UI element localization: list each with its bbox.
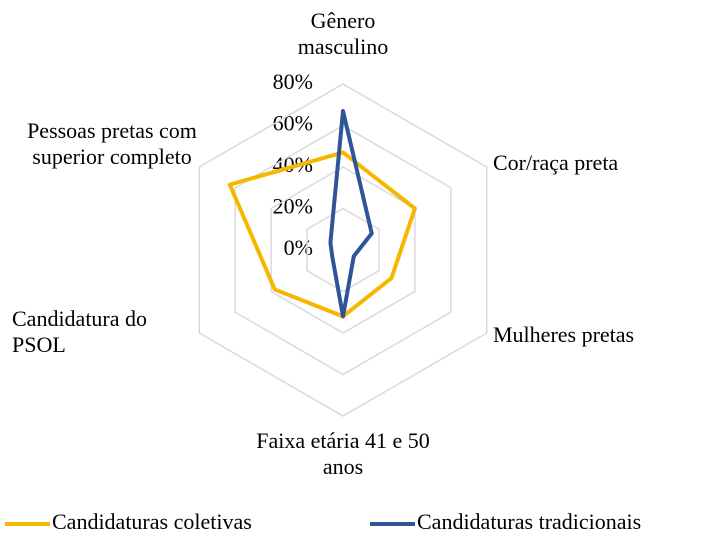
category-label: Pessoas pretas com superior completo [27,118,197,169]
grid-ring [306,207,380,293]
y-tick-label: 20% [273,194,313,219]
category-label: Gênero masculino [297,8,389,59]
legend-label: Candidaturas tradicionais [417,509,641,534]
y-tick-label: 60% [273,111,313,136]
category-label: Faixa etária 41 e 50 anos [256,428,430,479]
series-line [328,108,374,319]
series-line [227,150,417,319]
grid-ring [234,124,452,376]
y-tick-label: 80% [273,69,313,94]
category-label: Candidatura do PSOL [12,306,148,357]
category-label: Cor/raça preta [493,150,619,175]
y-tick-label: 0% [284,235,313,260]
category-label: Mulheres pretas [493,322,635,347]
legend-label: Candidaturas coletivas [52,509,252,534]
grid-ring [198,83,488,417]
